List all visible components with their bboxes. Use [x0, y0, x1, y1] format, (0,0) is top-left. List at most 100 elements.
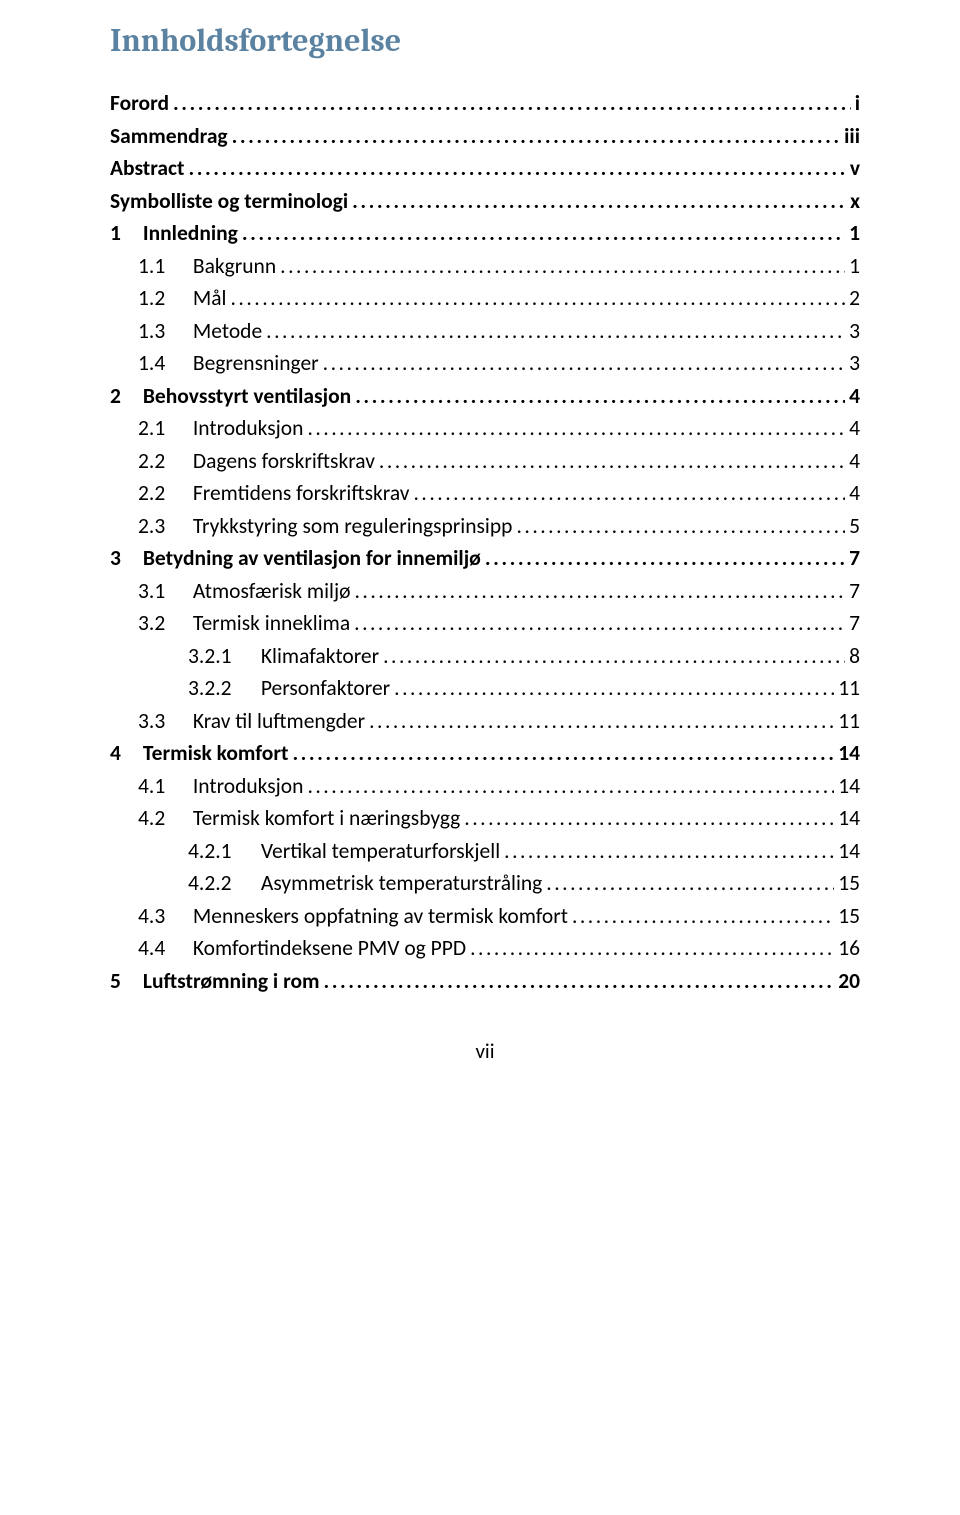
toc-entry-label: 3.3 Krav til luftmengder: [138, 711, 365, 733]
toc-entry-page: x: [850, 191, 860, 213]
toc-entry: 2.3 Trykkstyring som reguleringsprinsipp…: [110, 516, 860, 538]
toc-entry-page: 14: [838, 776, 860, 798]
page-number-footer: vii: [110, 1038, 860, 1064]
toc-leader-dots: [516, 516, 845, 538]
toc-entry-text: Abstract: [110, 155, 184, 181]
toc-leader-dots: [414, 483, 846, 505]
toc-entry: 2.2 Dagens forskriftskrav 4: [110, 451, 860, 473]
toc-entry-text: Forord: [110, 90, 169, 116]
toc-entry-text: Innledning: [143, 220, 238, 246]
toc-entry: 1.3 Metode 3: [110, 321, 860, 343]
toc-leader-dots: [485, 548, 845, 570]
toc-entry: 3.2.2 Personfaktorer 11: [110, 678, 860, 700]
toc-entry-label: 1 Innledning: [110, 223, 238, 245]
toc-entry-number: 1.2: [138, 288, 188, 310]
toc-entry: 4.2.1 Vertikal temperaturforskjell 14: [110, 841, 860, 863]
toc-entry-page: 8: [849, 646, 860, 668]
toc-entry-text: Metode: [193, 318, 262, 344]
toc-entry-text: Trykkstyring som reguleringsprinsipp: [193, 513, 513, 539]
toc-entry-text: Luftstrømning i rom: [143, 968, 320, 994]
toc-entry-page: 16: [838, 938, 860, 960]
toc-leader-dots: [266, 321, 845, 343]
toc-entry-text: Termisk komfort: [143, 740, 289, 766]
toc-entry-text: Komfortindeksene PMV og PPD: [193, 935, 466, 961]
toc-entry-label: Abstract: [110, 158, 184, 180]
toc-entry-page: 5: [849, 516, 860, 538]
toc-entry-label: 3.2.2 Personfaktorer: [188, 678, 390, 700]
toc-entry-page: 4: [849, 418, 860, 440]
toc-entry-label: Sammendrag: [110, 126, 228, 148]
toc-entry-text: Termisk komfort i næringsbygg: [193, 805, 460, 831]
toc-entry-page: 20: [838, 971, 860, 993]
toc-leader-dots: [323, 353, 845, 375]
toc-leader-dots: [354, 613, 845, 635]
toc-entry-page: 11: [838, 678, 860, 700]
toc-entry-label: 4.4 Komfortindeksene PMV og PPD: [138, 938, 466, 960]
toc-entry-label: Symbolliste og terminologi: [110, 191, 348, 213]
toc-leader-dots: [307, 776, 834, 798]
toc-entry-page: 3: [849, 321, 860, 343]
toc-entry-text: Bakgrunn: [193, 253, 276, 279]
toc-entry-page: 14: [838, 743, 860, 765]
toc-entry-label: 1.2 Mål: [138, 288, 227, 310]
toc-entry-number: 3.2.1: [188, 646, 256, 668]
toc-entry-text: Dagens forskriftskrav: [193, 448, 375, 474]
toc-entry-number: 4.4: [138, 938, 188, 960]
toc-entry-text: Personfaktorer: [261, 675, 390, 701]
toc-entry-page: 11: [838, 711, 860, 733]
toc-leader-dots: [352, 191, 846, 213]
toc-entry-page: 3: [849, 353, 860, 375]
toc-entry-label: 3 Betydning av ventilasjon for innemiljø: [110, 548, 481, 570]
toc-entry-label: 4.1 Introduksjon: [138, 776, 303, 798]
toc-entry-text: Termisk inneklima: [193, 610, 350, 636]
toc-entry-text: Fremtidens forskriftskrav: [193, 480, 410, 506]
page-title: Innholdsfortegnelse: [110, 22, 860, 59]
toc-entry-page: 15: [838, 906, 860, 928]
toc-entry-page: 4: [849, 451, 860, 473]
toc-entry-label: 2.1 Introduksjon: [138, 418, 303, 440]
toc-entry: 3.1 Atmosfærisk miljø7: [110, 581, 860, 603]
toc-entry-number: 4.2.2: [188, 873, 256, 895]
toc-entry-page: 4: [849, 483, 860, 505]
toc-leader-dots: [379, 451, 845, 473]
toc-entry-number: 4.3: [138, 906, 188, 928]
toc-entry-page: v: [850, 158, 860, 180]
toc-entry-label: 4.3 Menneskers oppfatning av termisk kom…: [138, 906, 568, 928]
toc-entry-page: 1: [849, 223, 860, 245]
toc-entry: 1.4 Begrensninger3: [110, 353, 860, 375]
toc-leader-dots: [394, 678, 834, 700]
toc-entry-label: 2.2 Fremtidens forskriftskrav: [138, 483, 410, 505]
toc-entry-label: 4.2.1 Vertikal temperaturforskjell: [188, 841, 500, 863]
toc-entry-page: 7: [849, 613, 860, 635]
toc-entry: 2 Behovsstyrt ventilasjon4: [110, 386, 860, 408]
toc-entry-page: 7: [849, 581, 860, 603]
toc-entry-label: 1.1 Bakgrunn: [138, 256, 276, 278]
toc-entry-number: 1.1: [138, 256, 188, 278]
toc-entry-number: 3.1: [138, 581, 188, 603]
toc-entry: 4.3 Menneskers oppfatning av termisk kom…: [110, 906, 860, 928]
toc-entry-label: 1.3 Metode: [138, 321, 262, 343]
toc-leader-dots: [242, 223, 845, 245]
toc-entry: Symbolliste og terminologi x: [110, 191, 860, 213]
toc-entry-text: Krav til luftmengder: [193, 708, 365, 734]
toc-entry-label: 2.3 Trykkstyring som reguleringsprinsipp: [138, 516, 512, 538]
toc-leader-dots: [355, 581, 846, 603]
toc-entry-page: i: [855, 93, 860, 115]
toc-entry-number: 4.1: [138, 776, 188, 798]
toc-entry-number: 4.2.1: [188, 841, 256, 863]
toc-entry: 4.1 Introduksjon 14: [110, 776, 860, 798]
toc-leader-dots: [383, 646, 845, 668]
toc-leader-dots: [232, 126, 841, 148]
toc-leader-dots: [464, 808, 834, 830]
toc-entry-number: 3.2.2: [188, 678, 256, 700]
toc-leader-dots: [546, 873, 834, 895]
toc-leader-dots: [470, 938, 834, 960]
toc-entry: 1 Innledning 1: [110, 223, 860, 245]
toc-entry-text: Behovsstyrt ventilasjon: [143, 383, 351, 409]
toc-entry-label: Forord: [110, 93, 169, 115]
toc-entry-label: 3.2 Termisk inneklima: [138, 613, 350, 635]
toc-entry-page: 14: [838, 841, 860, 863]
toc-entry-text: Introduksjon: [193, 415, 304, 441]
toc-leader-dots: [188, 158, 845, 180]
toc-entry-number: 2.2: [138, 451, 188, 473]
